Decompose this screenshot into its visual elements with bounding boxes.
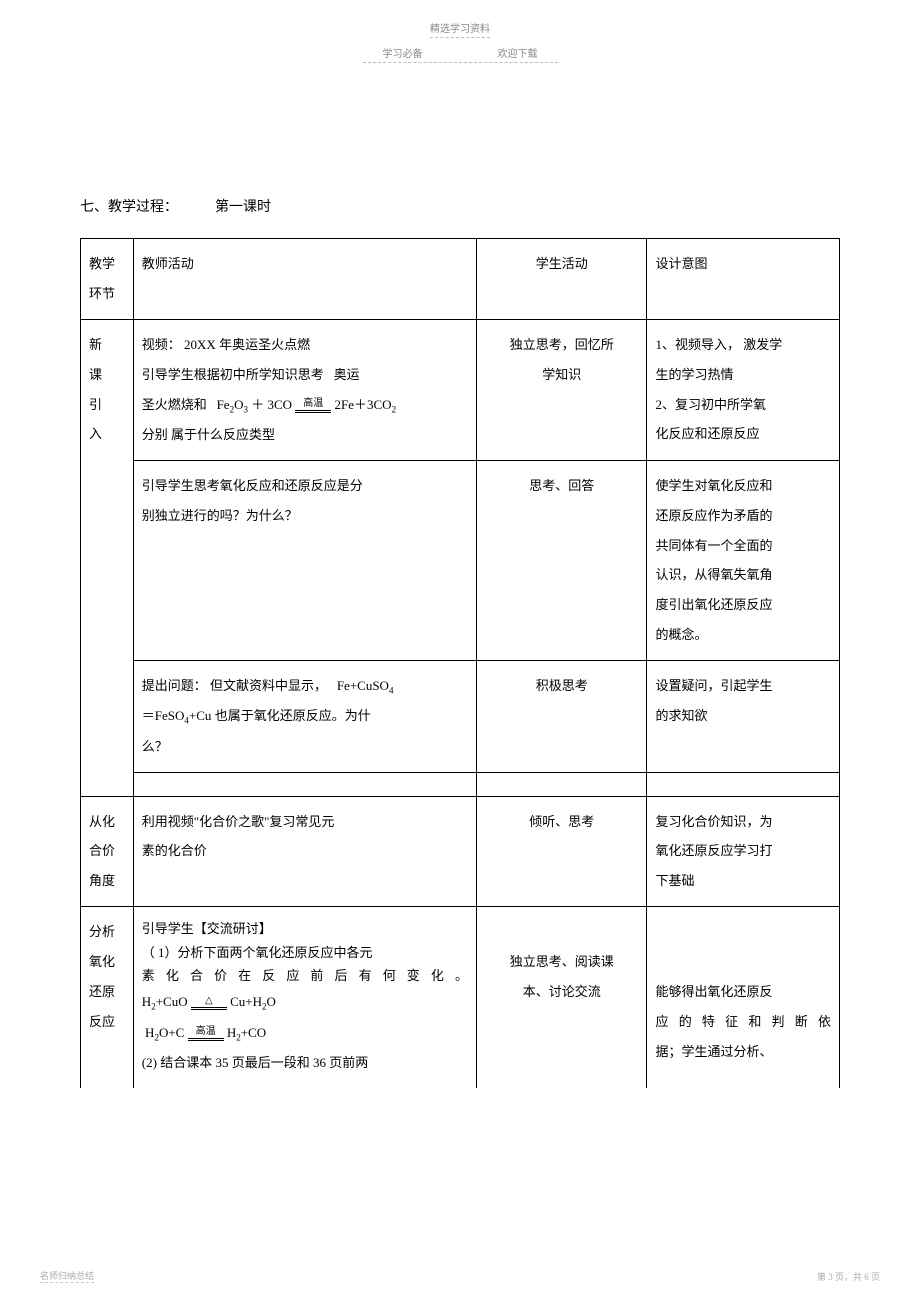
- row2-col2: 引导学生思考氧化反应和还原反应是分 别独立进行的吗？为什么？: [133, 460, 476, 660]
- header-col3: 学生活动: [476, 239, 647, 320]
- row2-col3: 思考、回答: [476, 460, 647, 660]
- header-col4: 设计意图: [647, 239, 840, 320]
- gap-row: [81, 772, 840, 796]
- sub-header: 学习必备 欢迎下载: [0, 45, 920, 63]
- footer-right: 第 3 页，共 6 页: [817, 1270, 880, 1283]
- header-col1: 教学 环节: [81, 239, 134, 320]
- chem-formula: ＝FeSO4+Cu: [142, 708, 212, 723]
- table-row: 从化 合价 角度 利用视频"化合价之歌"复习常见元 素的化合价 倾听、思考 复习…: [81, 796, 840, 907]
- table-row: 新 课 引 入 视频： 20XX 年奥运圣火点燃 引导学生根据初中所学知识思考 …: [81, 319, 840, 460]
- row5-col2: 引导学生【交流研讨】 （ 1）分析下面两个氧化还原反应中各元 素 化 合 价 在…: [133, 907, 476, 1088]
- sub-header-left: 学习必备: [383, 45, 423, 60]
- row4-col2: 利用视频"化合价之歌"复习常见元 素的化合价: [133, 796, 476, 907]
- row2-col4: 使学生对氧化反应和 还原反应作为矛盾的 共同体有一个全面的 认识，从得氧失氧角 …: [647, 460, 840, 660]
- footer-left: 名师归纳总结: [40, 1269, 94, 1283]
- row5-col3: 独立思考、阅读课 本、讨论交流: [476, 907, 647, 1088]
- table-row: 引导学生思考氧化反应和还原反应是分 别独立进行的吗？为什么？ 思考、回答 使学生…: [81, 460, 840, 660]
- row1-col2: 视频： 20XX 年奥运圣火点燃 引导学生根据初中所学知识思考 奥运 圣火燃烧和…: [133, 319, 476, 460]
- row5-col1: 分析 氧化 还原 反应: [81, 907, 134, 1088]
- reaction-condition-triangle: △: [191, 996, 227, 1010]
- row3-col2: 提出问题： 但文献资料中显示， Fe+CuSO4 ＝FeSO4+Cu 也属于氧化…: [133, 661, 476, 772]
- chem-formula: Cu+H2O: [230, 994, 276, 1009]
- chem-formula: 2Fe＋3CO2: [335, 397, 397, 412]
- table-row: 分析 氧化 还原 反应 引导学生【交流研讨】 （ 1）分析下面两个氧化还原反应中…: [81, 907, 840, 1088]
- row4-col1: 从化 合价 角度: [81, 796, 134, 907]
- section-period: 第一课时: [215, 200, 271, 215]
- row4-col4: 复习化合价知识，为 氧化还原反应学习打 下基础: [647, 796, 840, 907]
- row1-col4: 1、视频导入， 激发学 生的学习热情 2、复习初中所学氧 化反应和还原反应: [647, 319, 840, 460]
- top-header: 精选学习资料: [0, 20, 920, 38]
- top-header-text: 精选学习资料: [430, 20, 490, 38]
- table-row: 提出问题： 但文献资料中显示， Fe+CuSO4 ＝FeSO4+Cu 也属于氧化…: [81, 661, 840, 772]
- row1-col1: 新 课 引 入: [81, 319, 134, 796]
- row5-col4: 能够得出氧化还原反 应 的 特 征 和 判 断 依 据；学生通过分析、: [647, 907, 840, 1088]
- row4-col3: 倾听、思考: [476, 796, 647, 907]
- section-prefix: 七、教学过程：: [80, 200, 178, 215]
- section-title: 七、教学过程： 第一课时: [80, 196, 271, 216]
- row1-col3: 独立思考，回忆所 学知识: [476, 319, 647, 460]
- row3-col4: 设置疑问，引起学生 的求知欲: [647, 661, 840, 772]
- teaching-process-table: 教学 环节 教师活动 学生活动 设计意图 新 课 引 入 视频： 20XX 年奥…: [80, 238, 840, 1088]
- sub-header-right: 欢迎下载: [498, 45, 538, 60]
- reaction-condition: 高温: [295, 399, 331, 413]
- table-header-row: 教学 环节 教师活动 学生活动 设计意图: [81, 239, 840, 320]
- chem-formula: H2+CuO: [142, 994, 188, 1009]
- sub-header-content: 学习必备 欢迎下载: [363, 45, 558, 63]
- chem-formula: H2O+C: [142, 1025, 185, 1040]
- chem-formula: Fe2O3 ＋ 3CO: [217, 397, 292, 412]
- chem-formula: H2+CO: [227, 1025, 266, 1040]
- chem-formula: Fe+CuSO4: [337, 678, 394, 693]
- header-col2: 教师活动: [133, 239, 476, 320]
- row3-col3: 积极思考: [476, 661, 647, 772]
- reaction-condition: 高温: [188, 1027, 224, 1041]
